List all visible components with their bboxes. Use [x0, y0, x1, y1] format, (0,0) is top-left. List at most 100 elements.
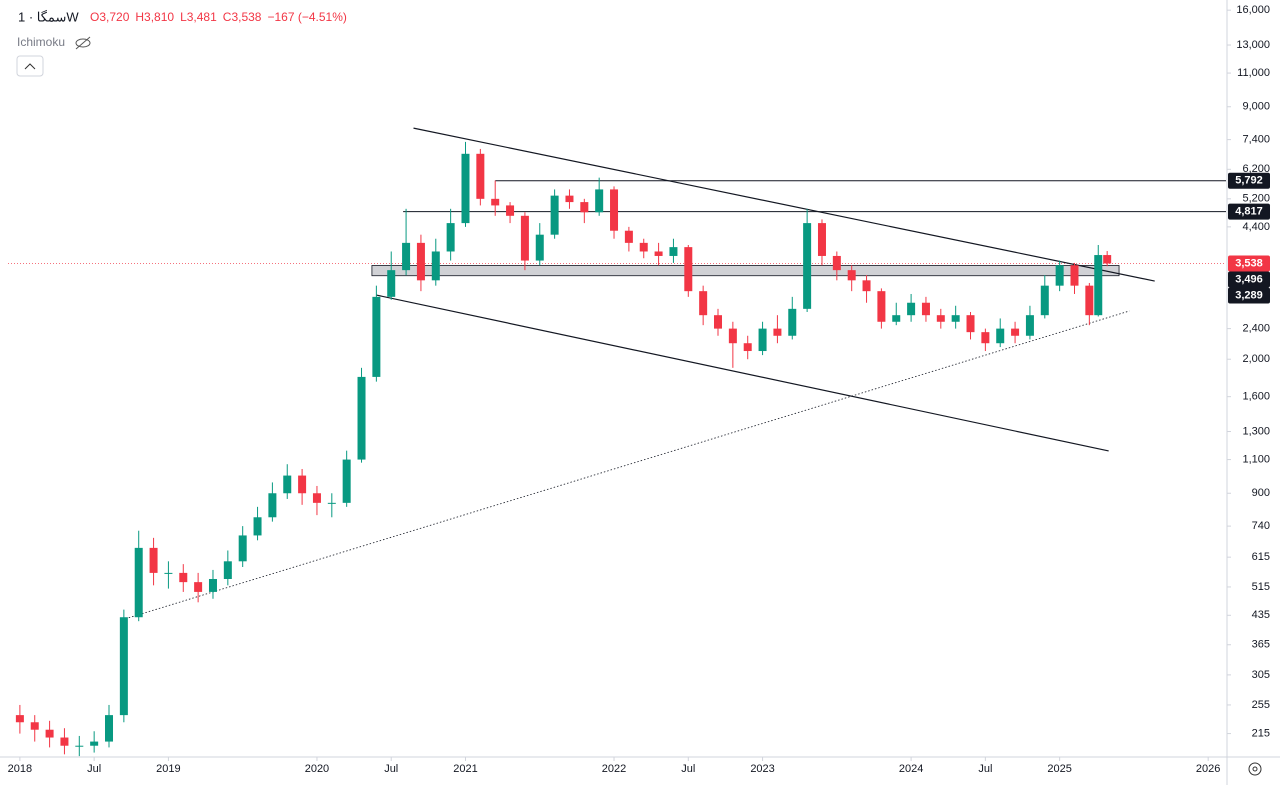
ohlc-legend: O3,720 H3,810 L3,481 C3,538 −167 (−4.51%)	[90, 10, 347, 24]
candle-body	[535, 234, 544, 261]
y-tick-label: 2,000	[1242, 353, 1270, 365]
ohlc-value: H3,810	[135, 10, 174, 24]
candle-body	[75, 745, 84, 747]
candle-body	[996, 328, 1005, 344]
candle-body	[565, 195, 574, 203]
candle-body	[164, 572, 173, 574]
candle-body	[1040, 285, 1049, 316]
candle-body	[1070, 265, 1079, 286]
ohlc-value: O3,720	[90, 10, 130, 24]
candle-body	[936, 315, 945, 322]
y-tick-label: 515	[1252, 581, 1270, 593]
collapse-button[interactable]	[16, 55, 44, 77]
trend-line	[125, 310, 1130, 620]
x-tick-label: 2019	[156, 763, 180, 775]
candle-body	[268, 493, 277, 518]
candle-body	[728, 328, 737, 344]
candle-body	[298, 475, 307, 494]
candle-body	[595, 189, 604, 213]
candle-body	[1025, 315, 1034, 336]
candle-body	[832, 255, 841, 271]
hide-icon[interactable]	[75, 36, 91, 50]
candle-body	[862, 280, 871, 292]
y-tick-label: 215	[1252, 727, 1270, 739]
candle-body	[179, 572, 188, 583]
candle-body	[1055, 265, 1064, 286]
candle-body	[1094, 255, 1103, 316]
trend-line	[413, 127, 1155, 282]
y-tick-label: 16,000	[1236, 4, 1270, 16]
symbol: سمگا · 1W	[18, 9, 79, 24]
candle-body	[907, 302, 916, 316]
candle-body	[45, 729, 54, 738]
candle-body	[892, 315, 901, 322]
ohlc-value: C3,538	[223, 10, 262, 24]
candle-body	[253, 517, 262, 536]
x-tick-label: Jul	[978, 763, 992, 775]
price-tag	[1228, 172, 1270, 189]
y-tick-label: 1,600	[1242, 391, 1270, 403]
candle-body	[1011, 328, 1020, 336]
ohlc-value: −167 (−4.51%)	[267, 10, 346, 24]
support-zone	[371, 265, 1120, 277]
y-tick-label: 13,000	[1236, 39, 1270, 51]
y-tick-label: 1,100	[1242, 453, 1270, 465]
settings-icon[interactable]	[1248, 762, 1262, 776]
candle-body	[30, 722, 39, 730]
y-tick-label: 2,400	[1242, 323, 1270, 335]
candle-body	[877, 291, 886, 322]
candle-body	[951, 315, 960, 322]
candle-body	[402, 242, 411, 271]
candle-body	[714, 315, 723, 329]
y-tick-label: 740	[1252, 520, 1270, 532]
price-tag-label: 3,289	[1235, 289, 1263, 301]
candle-body	[654, 251, 663, 256]
candle-body	[580, 202, 589, 213]
candle-body	[223, 561, 232, 579]
y-tick-label: 9,000	[1242, 101, 1270, 113]
price-tag-label: 3,538	[1235, 257, 1263, 269]
x-tick-label: 2024	[899, 763, 923, 775]
candle-body	[416, 242, 425, 281]
candle-body	[461, 153, 470, 224]
candle-body	[847, 270, 856, 281]
candle-body	[699, 291, 708, 316]
candle-body	[684, 247, 693, 292]
y-tick-label: 615	[1252, 551, 1270, 563]
y-tick-label: 305	[1252, 669, 1270, 681]
ohlc-value: L3,481	[180, 10, 217, 24]
y-tick-label: 5,200	[1242, 193, 1270, 205]
candle-body	[743, 343, 752, 352]
x-tick-label: Jul	[681, 763, 695, 775]
candle-body	[1085, 285, 1094, 316]
candle-body	[105, 715, 114, 742]
y-tick-label: 900	[1252, 487, 1270, 499]
price-tag-label: 5,792	[1235, 175, 1263, 187]
x-tick-label: 2025	[1047, 763, 1071, 775]
candle-body	[15, 715, 24, 723]
candle-body	[669, 247, 678, 256]
candle-body	[817, 223, 826, 256]
indicator-name: Ichimoku	[17, 35, 65, 49]
y-tick-label: 255	[1252, 699, 1270, 711]
candle-body	[283, 475, 292, 494]
candle-body	[312, 493, 321, 503]
x-tick-label: 2021	[453, 763, 477, 775]
x-tick-label: 2022	[602, 763, 626, 775]
candle-body	[134, 547, 143, 618]
candle-body	[758, 328, 767, 352]
candle-body	[921, 302, 930, 316]
x-tick-label: 2023	[750, 763, 774, 775]
y-tick-label: 11,000	[1237, 67, 1270, 79]
y-tick-label: 4,400	[1242, 221, 1270, 233]
candle-body	[1103, 255, 1112, 264]
candle-body	[208, 578, 217, 592]
candle-body	[357, 376, 366, 460]
candle-body	[773, 328, 782, 336]
candle-body	[431, 251, 440, 281]
candle-body	[387, 270, 396, 297]
candle-body	[149, 547, 158, 573]
candle-body	[788, 308, 797, 336]
